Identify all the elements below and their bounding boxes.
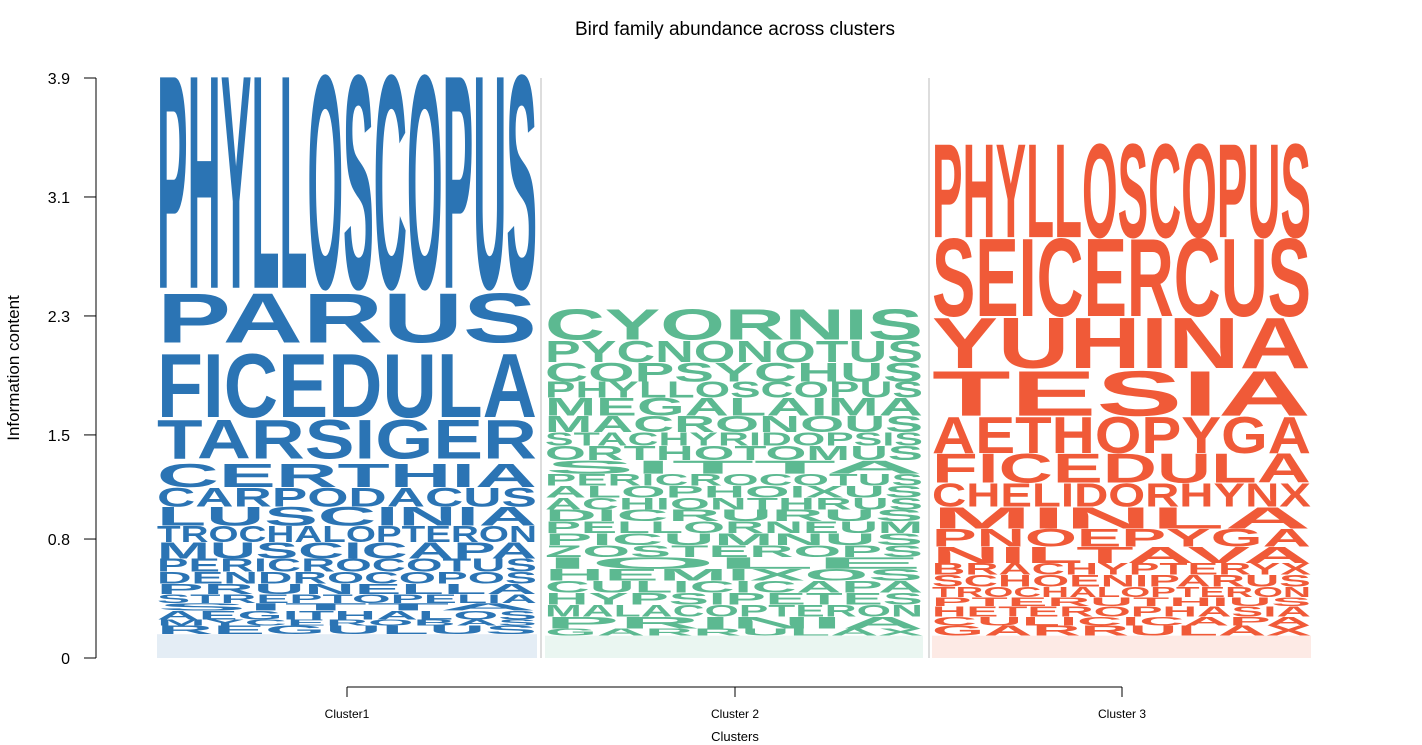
- logo-word: MACRONOUS: [545, 412, 923, 437]
- logo-word: MEGALAIMA: [545, 393, 923, 421]
- logo-word: HETEROPHASIA: [932, 604, 1311, 620]
- minor-families-band: [157, 634, 537, 658]
- logo-word: DICRURUS: [545, 507, 923, 525]
- logo-word: MINLA: [932, 501, 1311, 536]
- logo-word: TROCHALOPTERON: [932, 585, 1311, 601]
- logo-word: AETHOPYGA: [932, 406, 1311, 464]
- logo-word: SEICERCUS: [932, 216, 1311, 341]
- logo-word: ACHIONTHRUS: [545, 495, 923, 513]
- logo-word: CULICICAPA: [545, 578, 923, 597]
- y-tick-label: 0.8: [48, 532, 70, 549]
- logo-word: MALACOPTERON: [545, 602, 923, 620]
- logo-word: PARUS: [157, 279, 537, 358]
- x-tick-label: Cluster1: [325, 707, 370, 721]
- logo-word: MYCEROBAS: [157, 618, 537, 627]
- x-tick-label: Cluster 2: [711, 707, 759, 721]
- chart-title: Bird family abundance across clusters: [575, 19, 895, 40]
- logo-word: TROCHALOPTERON: [157, 521, 537, 547]
- logo-word: YUHINA: [932, 304, 1311, 384]
- y-tick-label: 3.1: [48, 190, 70, 207]
- logo-word: TARSIGER: [157, 408, 537, 471]
- logo-word: PRINIA: [545, 613, 923, 631]
- logo-word: CYORNIS: [545, 301, 923, 349]
- y-tick-label: 0: [61, 651, 70, 668]
- logo-word: SCHOENIPARUS: [932, 572, 1311, 591]
- logo-word: REGULUS: [157, 623, 537, 637]
- y-tick-label: 2.3: [48, 309, 70, 326]
- logo-word: HEMIXOS: [545, 566, 923, 585]
- logo-word: PERICROCOTUS: [545, 471, 923, 489]
- logo-word: CARPODACUS: [157, 482, 537, 512]
- logo-word: NILTAVA: [932, 543, 1311, 568]
- y-axis-label: Information content: [4, 295, 23, 441]
- logo-stack-1: PHYLLOSCOPUSPARUSFICEDULATARSIGERCERTHIA…: [157, 12, 537, 658]
- logo-stack-2: CYORNISPYCNONOTUSCOPSYCHUSPHYLLOSCOPUSME…: [545, 301, 923, 658]
- logo-word: DENDROCOPOS: [157, 569, 537, 587]
- minor-families-band: [932, 635, 1311, 658]
- logo-word: FICEDULA: [932, 445, 1311, 491]
- y-tick-label: 3.9: [48, 71, 70, 88]
- logo-word: STACHYRIDOPSIS: [545, 429, 923, 450]
- logo-word: ZOSTEROPS: [545, 542, 923, 561]
- logo-word: PTERUTHIUS: [932, 595, 1311, 609]
- logo-stacks: PHYLLOSCOPUSPARUSFICEDULATARSIGERCERTHIA…: [157, 12, 1311, 658]
- logo-word: GARRULAX: [932, 623, 1311, 639]
- logo-word: PYCNONOTUS: [545, 334, 923, 369]
- logo-word: PELLORNEUM: [545, 519, 923, 537]
- logo-word: AEGITHALOS: [157, 608, 537, 622]
- logo-word: PICUMNUS: [545, 530, 923, 549]
- logo-word: COPSYCHUS: [545, 357, 923, 387]
- logo-word: STREPTOPELIA: [157, 592, 537, 606]
- logo-stack-3: PHYLLOSCOPUSSEICERCUSYUHINATESIAAETHOPYG…: [932, 117, 1311, 658]
- y-tick-label: 1.5: [48, 428, 70, 445]
- logo-word: HYPSIPETES: [545, 590, 923, 608]
- logo-word: ORTHOTOMUS: [545, 442, 923, 465]
- x-tick-label: Cluster 3: [1098, 707, 1146, 721]
- logo-word: PHYLLOSCOPUS: [545, 377, 923, 403]
- logo-word: LUSCINIA: [157, 501, 537, 531]
- logo-word: IOLE: [545, 554, 923, 572]
- logo-word: CERTHIA: [157, 457, 537, 494]
- logo-word: ALOPHOIXUS: [545, 482, 923, 500]
- logo-word: PHYLLOSCOPUS: [157, 12, 537, 353]
- logo-word: GARRULAX: [545, 627, 923, 638]
- minor-families-band: [545, 635, 923, 658]
- logo-word: CHELIDORHYNX: [932, 476, 1311, 513]
- logo-word: FICEDULA: [157, 335, 537, 436]
- logo-word: TESIA: [932, 358, 1311, 430]
- logo-word: SITTA: [157, 601, 537, 613]
- logo-word: CULICICAPA: [932, 614, 1311, 628]
- logo-word: PRUNELLA: [157, 581, 537, 597]
- axes: 0 0.8 1.5 2.3 3.1 3.9 Cluster1 Cluster 2 Cluster…: [48, 71, 1147, 721]
- logo-word: BRACHYPTERYX: [932, 560, 1311, 578]
- logo-word: PNOEPYGA: [932, 524, 1311, 552]
- logo-word: PHYLLOSCOPUS: [932, 117, 1311, 267]
- logo-word: PERICROCOTUS: [157, 555, 537, 576]
- logo-word: SITTA: [545, 457, 923, 478]
- logo-word: MUSCICAPA: [157, 538, 537, 563]
- x-axis-label: Clusters: [711, 729, 759, 744]
